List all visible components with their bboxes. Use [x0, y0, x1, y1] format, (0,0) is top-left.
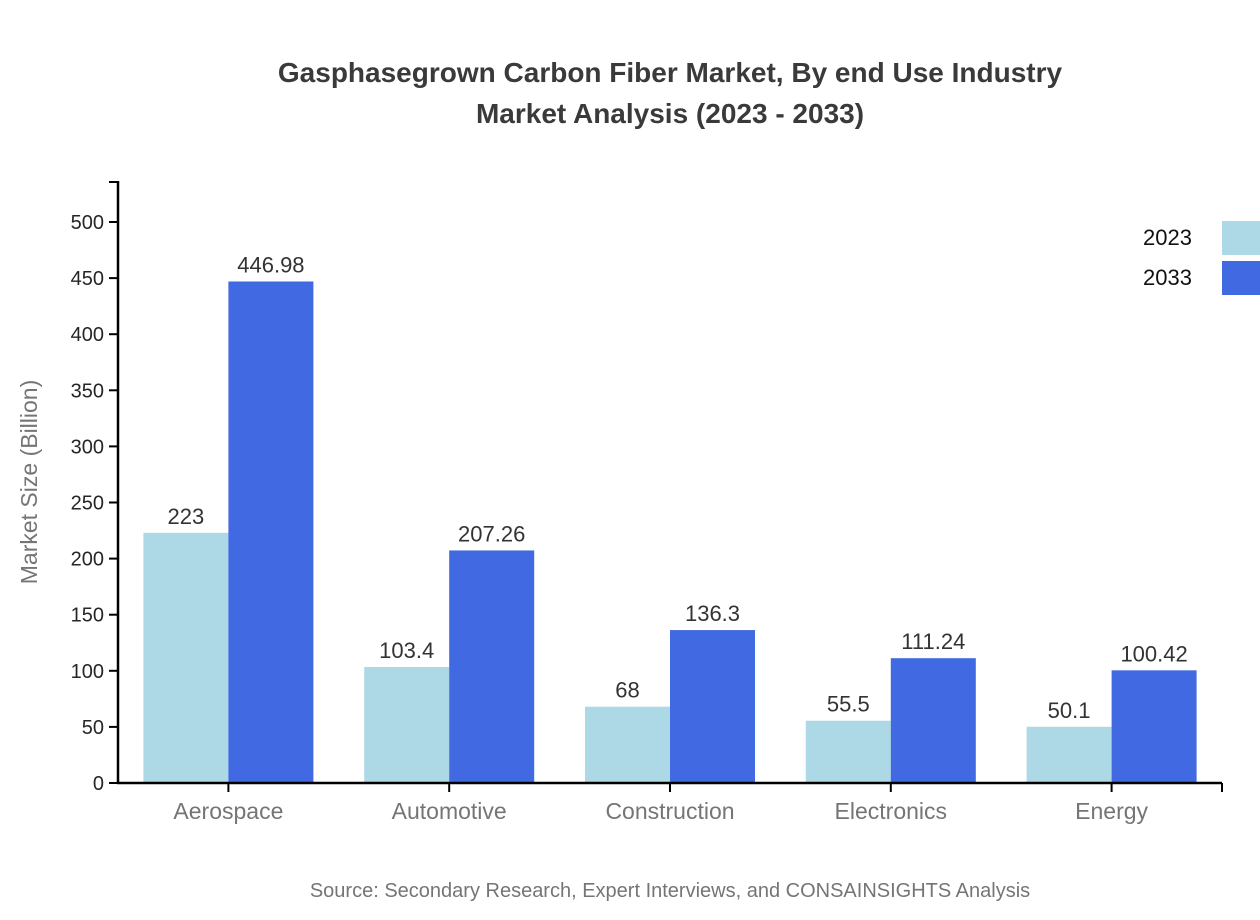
- bar-2023-aerospace: [143, 532, 229, 783]
- y-tick-label: 450: [71, 268, 104, 290]
- legend-item-2033: 2033: [1143, 261, 1260, 295]
- bar-2033-construction: [670, 630, 755, 783]
- bar-value-label: 100.42: [1120, 641, 1187, 666]
- bar-2033-electronics: [890, 658, 976, 783]
- y-tick-label: 350: [71, 380, 104, 402]
- y-tick-label: 50: [82, 717, 104, 739]
- legend-swatch: [1222, 261, 1260, 295]
- bar-value-label: 136.3: [685, 601, 740, 626]
- y-tick-label: 150: [71, 605, 104, 627]
- chart-title-line1: Gasphasegrown Carbon Fiber Market, By en…: [277, 57, 1063, 88]
- y-tick-label: 0: [93, 773, 104, 795]
- y-tick-label: 250: [71, 493, 104, 515]
- bar-value-label: 68: [615, 678, 639, 703]
- x-category-label: Electronics: [835, 798, 947, 824]
- chart-title-line2: Market Analysis (2023 - 2033): [475, 98, 865, 129]
- y-axis-title: Market Size (Billion): [16, 380, 42, 585]
- legend-label: 2023: [1143, 225, 1192, 250]
- y-tick-label: 200: [71, 549, 104, 571]
- bar-value-label: 111.24: [901, 629, 965, 654]
- bar-value-label: 446.98: [237, 252, 304, 277]
- bar-value-label: 103.4: [379, 638, 434, 663]
- legend-label: 2033: [1143, 265, 1192, 290]
- legend-item-2023: 2023: [1143, 221, 1260, 255]
- x-category-label: Aerospace: [173, 798, 283, 824]
- bar-value-label: 55.5: [827, 692, 870, 717]
- y-tick-label: 100: [71, 661, 104, 683]
- bar-2033-energy: [1111, 670, 1197, 783]
- bar-2023-construction: [585, 706, 670, 783]
- x-category-label: Construction: [605, 798, 734, 824]
- y-tick-label: 500: [71, 212, 104, 234]
- bar-2033-aerospace: [228, 281, 314, 783]
- bar-value-label: 50.1: [1048, 698, 1091, 723]
- chart-title: Gasphasegrown Carbon Fiber Market, By en…: [80, 52, 1260, 134]
- chart-legend: 2023 2033: [1143, 221, 1260, 295]
- bar-2033-automotive: [449, 550, 535, 783]
- bar-2023-electronics: [805, 720, 891, 783]
- source-attribution: Source: Secondary Research, Expert Inter…: [309, 880, 1031, 902]
- x-category-label: Energy: [1075, 798, 1148, 824]
- bar-value-label: 207.26: [458, 521, 525, 546]
- legend-swatch: [1222, 221, 1260, 255]
- bar-2023-automotive: [364, 666, 450, 783]
- y-tick-label: 400: [71, 324, 104, 346]
- y-tick-label: 300: [71, 436, 104, 458]
- x-category-label: Automotive: [392, 798, 507, 824]
- bar-2023-energy: [1026, 726, 1112, 783]
- bar-value-label: 223: [168, 504, 205, 529]
